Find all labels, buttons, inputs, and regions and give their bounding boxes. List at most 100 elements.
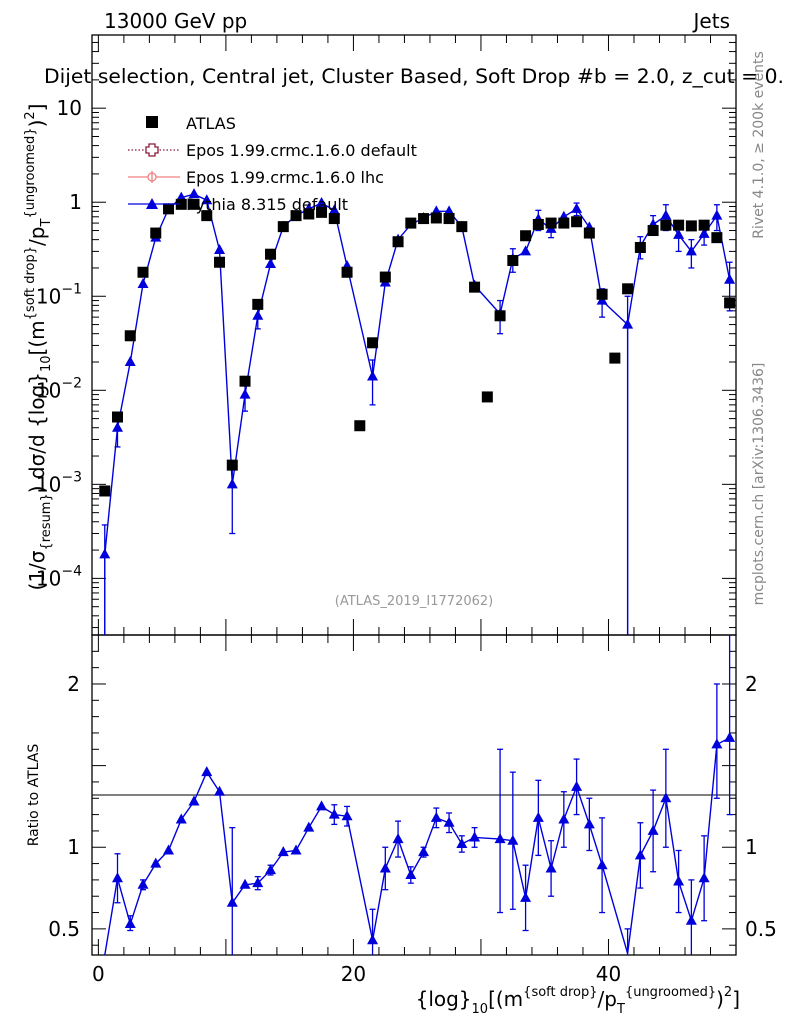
pythia-ratio-marker bbox=[532, 811, 544, 822]
atlas-marker bbox=[622, 283, 634, 295]
atlas-marker bbox=[443, 213, 455, 225]
pythia-ratio-marker bbox=[494, 833, 506, 844]
ratio-y-tick-label-left: 2 bbox=[67, 672, 80, 696]
legend-marker-pythia bbox=[146, 198, 158, 209]
pythia-main-marker bbox=[239, 388, 251, 399]
pythia-ratio-marker bbox=[341, 810, 353, 821]
atlas-marker bbox=[698, 219, 710, 231]
pythia-ratio-marker bbox=[124, 917, 136, 928]
legend-label-epos-lhc: Epos 1.99.crmc.1.6.0 lhc bbox=[186, 168, 384, 187]
atlas-marker bbox=[303, 208, 315, 220]
atlas-marker bbox=[673, 219, 685, 231]
pythia-ratio-marker bbox=[647, 824, 659, 835]
atlas-marker bbox=[150, 227, 162, 239]
x-label-part-7: {ungroomed} bbox=[625, 985, 716, 1000]
atlas-marker bbox=[214, 256, 226, 268]
y-label-part-4: 10 bbox=[39, 355, 54, 372]
pythia-ratio-marker bbox=[226, 896, 238, 907]
y-label-part-7: /p bbox=[25, 227, 49, 246]
pythia-ratio-marker bbox=[634, 849, 646, 860]
atlas-marker bbox=[354, 420, 366, 432]
pythia-main-marker bbox=[265, 258, 277, 269]
x-label-part-6: T bbox=[616, 1002, 625, 1017]
pythia-ratio-marker bbox=[596, 859, 608, 870]
pythia-ratio-marker bbox=[558, 813, 570, 824]
pythia-main-marker bbox=[443, 205, 455, 216]
legend-label-epos-default: Epos 1.99.crmc.1.6.0 default bbox=[186, 141, 417, 160]
atlas-marker bbox=[239, 375, 251, 387]
legend-label-atlas: ATLAS bbox=[186, 114, 236, 133]
atlas-marker bbox=[188, 198, 200, 210]
pythia-ratio-marker bbox=[137, 878, 149, 889]
main-y-tick-base: 1 bbox=[69, 190, 82, 214]
pythia-ratio-marker bbox=[405, 869, 417, 879]
main-y-tick-label: 10−3 bbox=[36, 469, 82, 496]
pythia-ratio-marker bbox=[520, 891, 532, 902]
main-y-tick-base: 10 bbox=[36, 472, 61, 496]
x-label-part-8: ) bbox=[716, 987, 724, 1011]
main-y-tick-label: 10 bbox=[57, 96, 82, 120]
ratio-y-tick-label-left: 1 bbox=[67, 835, 80, 859]
x-label-part-2: 10 bbox=[472, 1002, 489, 1017]
pythia-ratio-marker bbox=[685, 914, 697, 925]
pythia-ratio-marker bbox=[724, 731, 736, 742]
main-series-group bbox=[99, 188, 736, 635]
atlas-marker bbox=[252, 298, 264, 310]
y-label-part-1: (1/σ bbox=[25, 550, 49, 590]
x-axis-ticks: 0 20 40 bbox=[92, 35, 737, 986]
main-y-tick-exp: −3 bbox=[61, 469, 82, 485]
atlas-marker bbox=[596, 288, 608, 300]
pythia-ratio-marker bbox=[265, 864, 277, 875]
pythia-ratio-marker bbox=[252, 877, 264, 888]
atlas-marker bbox=[481, 391, 493, 403]
atlas-marker bbox=[175, 198, 187, 210]
atlas-marker bbox=[545, 217, 557, 229]
atlas-marker bbox=[583, 227, 595, 239]
pythia-ratio-marker bbox=[660, 792, 672, 803]
pythia-main-marker bbox=[214, 244, 226, 255]
main-y-tick-exp: −4 bbox=[61, 563, 82, 579]
ratio-y-tick-label-right: 2 bbox=[745, 672, 758, 696]
pythia-ratio-marker bbox=[188, 795, 200, 806]
atlas-marker bbox=[265, 248, 277, 260]
atlas-marker bbox=[571, 216, 583, 228]
x-axis-label: {log}10[(m{soft drop}/pT{ungroomed})2] bbox=[416, 985, 740, 1017]
pythia-main-marker bbox=[367, 370, 379, 381]
energy-label: 13000 GeV pp bbox=[104, 9, 247, 33]
atlas-marker bbox=[494, 310, 506, 322]
main-y-tick-label: 1 bbox=[69, 190, 82, 214]
atlas-marker bbox=[456, 221, 468, 233]
atlas-marker bbox=[469, 281, 481, 293]
main-y-tick-label: 10−1 bbox=[36, 281, 82, 308]
main-y-tick-exp: −2 bbox=[61, 375, 82, 391]
atlas-marker bbox=[201, 210, 213, 222]
pythia-ratio-marker bbox=[201, 766, 213, 777]
pythia-ratio-marker bbox=[214, 785, 226, 796]
legend-marker-epos-default bbox=[145, 143, 159, 157]
main-y-tick-base: 10 bbox=[36, 566, 61, 590]
pythia-main-marker bbox=[99, 548, 111, 559]
ratio-series-group bbox=[104, 635, 736, 956]
pythia-ratio-marker bbox=[277, 846, 289, 857]
main-y-tick-label: 10−2 bbox=[36, 375, 82, 402]
atlas-marker bbox=[163, 203, 175, 215]
x-label-part-10: ] bbox=[732, 987, 740, 1011]
atlas-marker bbox=[316, 206, 328, 218]
pythia-ratio-marker bbox=[698, 872, 710, 883]
atlas-marker bbox=[405, 217, 417, 229]
atlas-marker bbox=[660, 219, 672, 231]
pythia-ratio-marker bbox=[328, 808, 340, 819]
ratio-y-tick-label-right: 1 bbox=[745, 835, 758, 859]
atlas-marker bbox=[112, 411, 124, 423]
pythia-ratio-marker bbox=[545, 862, 557, 873]
pythia-main-marker bbox=[226, 478, 238, 489]
atlas-marker bbox=[226, 459, 238, 471]
atlas-marker bbox=[367, 337, 379, 349]
atlas-marker bbox=[685, 220, 697, 232]
main-y-tick-label: 10−4 bbox=[36, 563, 82, 590]
pythia-ratio-marker bbox=[583, 818, 595, 829]
pythia-ratio-marker bbox=[507, 834, 519, 845]
